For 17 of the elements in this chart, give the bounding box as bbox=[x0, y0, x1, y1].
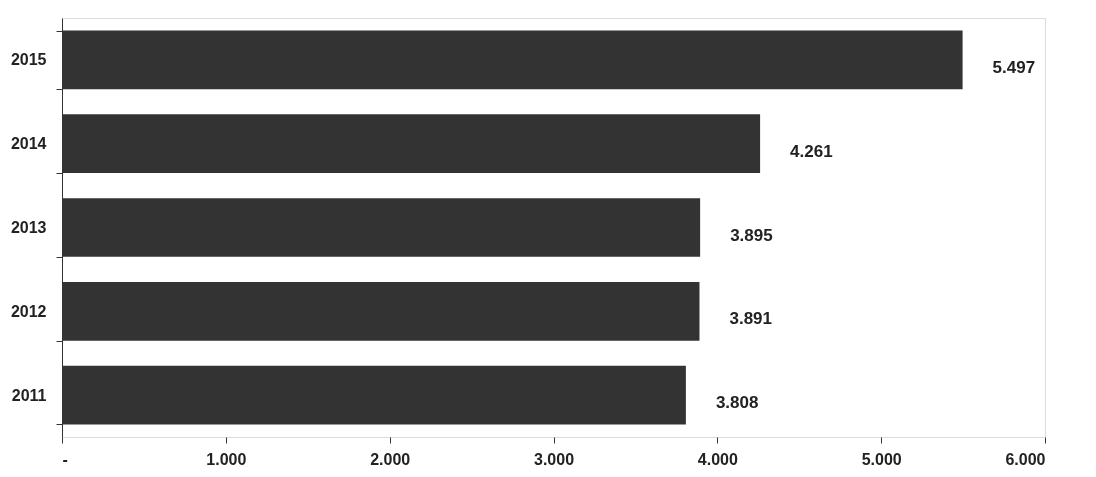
x-tick-label: - bbox=[62, 450, 68, 468]
data-label: 3.891 bbox=[729, 309, 773, 329]
y-tick-label: 2012 bbox=[10, 302, 47, 320]
y-tick-label: 2014 bbox=[10, 135, 47, 153]
x-tick-label: 3.000 bbox=[533, 450, 575, 468]
x-tick-label: 1.000 bbox=[206, 450, 247, 468]
x-tick-label: 4.000 bbox=[697, 450, 738, 468]
data-label: 4.261 bbox=[790, 141, 833, 161]
data-label: 3.808 bbox=[715, 393, 759, 413]
y-tick-label: 2013 bbox=[10, 219, 47, 236]
y-tick-label: 2011 bbox=[11, 386, 47, 404]
x-tick-label: 2.000 bbox=[370, 450, 411, 468]
data-label: 3.895 bbox=[730, 225, 773, 245]
data-label: 5.497 bbox=[992, 57, 1036, 77]
x-tick-label: 6.000 bbox=[1005, 450, 1046, 468]
y-tick-label: 2015 bbox=[10, 51, 47, 69]
x-tick-label: 5.000 bbox=[861, 450, 902, 468]
